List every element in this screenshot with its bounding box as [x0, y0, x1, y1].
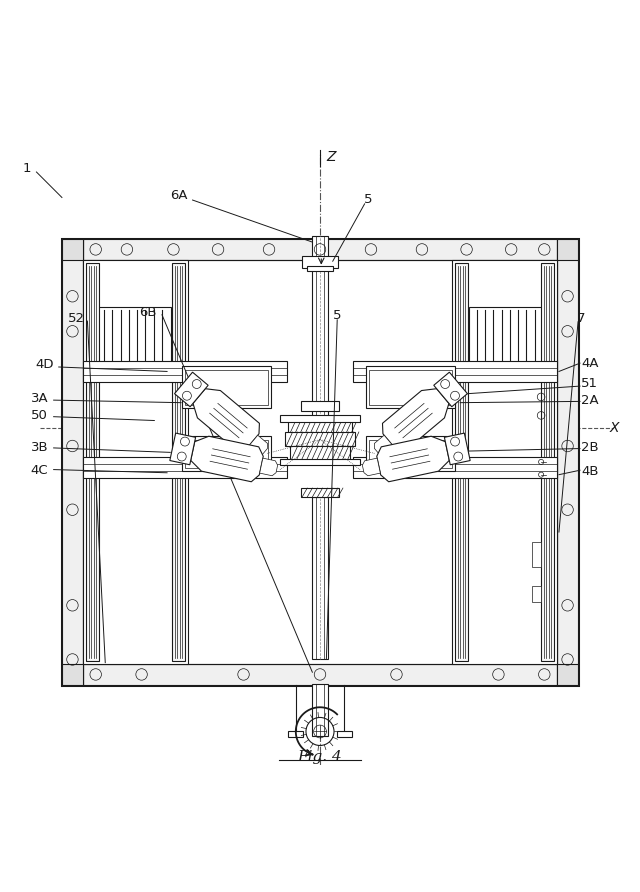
Bar — [62, 239, 83, 685]
Text: 5: 5 — [333, 309, 342, 322]
Bar — [280, 416, 360, 422]
Bar — [83, 260, 188, 664]
Bar — [182, 436, 271, 472]
Text: 50: 50 — [31, 409, 48, 422]
Polygon shape — [362, 458, 380, 475]
Bar — [366, 367, 455, 408]
Bar — [185, 369, 268, 405]
Polygon shape — [377, 436, 449, 482]
Bar — [301, 488, 339, 497]
Polygon shape — [260, 458, 278, 475]
Polygon shape — [434, 372, 467, 407]
Bar — [288, 731, 303, 737]
Polygon shape — [175, 372, 208, 407]
Bar — [83, 361, 287, 383]
Bar — [302, 256, 338, 268]
Bar — [452, 260, 557, 664]
Text: 4B: 4B — [581, 465, 599, 478]
Bar — [369, 369, 452, 405]
Bar — [307, 267, 333, 271]
Bar — [312, 683, 328, 736]
Bar — [62, 664, 83, 685]
Polygon shape — [444, 434, 470, 465]
Bar — [62, 239, 83, 260]
Text: 4C: 4C — [31, 464, 49, 476]
Text: 4D: 4D — [35, 358, 54, 371]
Bar — [469, 307, 552, 369]
Bar — [557, 664, 578, 685]
Bar — [83, 457, 287, 478]
Text: 51: 51 — [581, 377, 598, 390]
Text: Fig. 4: Fig. 4 — [298, 750, 342, 764]
Bar — [185, 440, 268, 468]
Text: 52: 52 — [67, 312, 84, 325]
Text: X: X — [610, 421, 620, 435]
Polygon shape — [383, 389, 449, 450]
Text: 6B: 6B — [140, 306, 157, 318]
Bar — [86, 263, 99, 661]
Bar — [312, 497, 328, 659]
Bar — [541, 263, 554, 661]
Bar — [62, 239, 578, 260]
Text: 6A: 6A — [170, 189, 188, 202]
Text: 7: 7 — [577, 312, 586, 325]
Bar — [288, 420, 352, 434]
Bar — [312, 235, 328, 417]
Bar — [182, 367, 271, 408]
Bar — [62, 239, 578, 685]
Bar — [366, 436, 455, 472]
Bar — [301, 401, 339, 411]
Polygon shape — [374, 435, 394, 455]
Text: 3A: 3A — [31, 392, 49, 405]
Bar — [353, 361, 557, 383]
Bar — [172, 263, 185, 661]
Polygon shape — [248, 435, 268, 455]
Bar — [290, 446, 350, 460]
Polygon shape — [191, 436, 263, 482]
Bar — [557, 239, 578, 685]
Bar — [532, 541, 541, 567]
Polygon shape — [193, 389, 259, 450]
Bar — [353, 457, 557, 478]
Bar — [557, 239, 578, 260]
Bar — [280, 458, 360, 465]
Bar — [285, 432, 355, 446]
Polygon shape — [170, 434, 196, 465]
Text: 2A: 2A — [581, 393, 599, 407]
Bar — [455, 263, 468, 661]
Text: 5: 5 — [364, 193, 372, 206]
Text: Z: Z — [326, 151, 336, 164]
Text: 4A: 4A — [581, 357, 599, 369]
Bar — [369, 440, 452, 468]
Bar — [337, 731, 352, 737]
Text: 3B: 3B — [31, 441, 49, 454]
Text: 2B: 2B — [581, 442, 599, 454]
Text: 1: 1 — [22, 162, 31, 176]
Bar — [88, 307, 171, 369]
Bar — [62, 664, 578, 685]
Bar — [532, 586, 541, 602]
